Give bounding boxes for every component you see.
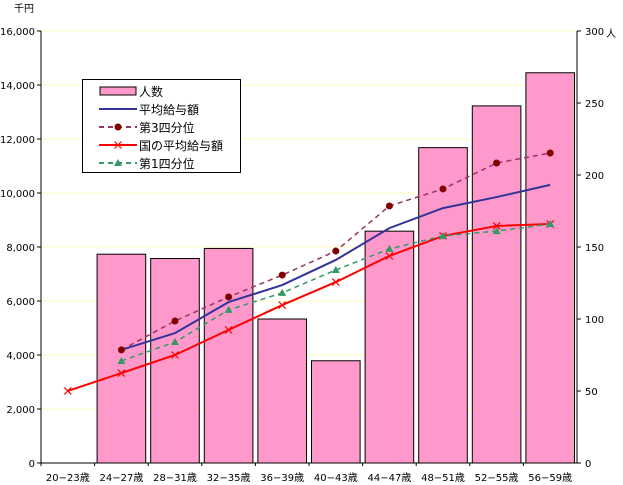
x-marker (224, 325, 233, 334)
legend-item: 第3四分位 (83, 118, 195, 136)
legend-swatch (99, 86, 137, 96)
left-tick-label: 12,000 (0, 135, 35, 146)
x-marker (492, 222, 501, 230)
triangle-marker (117, 356, 126, 364)
triangle-marker (492, 227, 501, 235)
circle-marker (114, 123, 122, 131)
left-tick-label: 2,000 (6, 405, 35, 416)
legend: 人数平均給与額第3四分位国の平均給与額 第1四分位 (82, 79, 241, 173)
x-tick-label: 36−39歳 (260, 472, 304, 484)
triangle-marker (331, 265, 340, 273)
bar (418, 147, 468, 464)
x-marker (278, 301, 287, 309)
circle-marker (278, 271, 286, 279)
triangle-marker (278, 288, 287, 296)
series-3 (117, 220, 555, 364)
legend-swatch (99, 159, 137, 166)
bar (203, 247, 254, 464)
circle-marker (332, 247, 340, 255)
series-line (67, 223, 551, 392)
bar (364, 230, 415, 464)
series-2 (63, 220, 555, 395)
x-marker (63, 386, 72, 395)
left-tick-label: 16,000 (0, 27, 35, 38)
circle-marker (117, 346, 125, 354)
right-tick-label: 150 (585, 243, 604, 254)
left-tick-label: 10,000 (0, 189, 35, 200)
x-tick-label: 20−23歳 (46, 472, 90, 484)
x-tick-label: 40−43歳 (314, 472, 358, 484)
legend-label: 第1四分位 (139, 156, 195, 171)
left-unit-label: 千円 (14, 3, 34, 15)
triangle-marker (546, 220, 555, 228)
bar (471, 105, 522, 464)
x-tick-label: 24−27歳 (99, 472, 143, 484)
x-tick-label: 32−35歳 (207, 472, 251, 484)
series-line (121, 223, 551, 362)
x-marker (114, 141, 122, 149)
x-tick-label: 48−51歳 (421, 472, 465, 484)
triangle-marker (171, 338, 179, 346)
right-tick-label: 250 (585, 99, 604, 110)
legend-item: 第1四分位 (83, 154, 195, 172)
legend-item: 平均給与額 (83, 100, 199, 118)
right-tick-label: 200 (585, 171, 604, 182)
x-tick-label: 28−31歳 (153, 472, 197, 484)
circle-marker (493, 159, 501, 167)
x-marker (117, 369, 126, 378)
left-tick-label: 4,000 (6, 351, 35, 362)
triangle-marker (224, 305, 233, 313)
right-tick-label: 100 (585, 315, 604, 326)
left-tick-label: 14,000 (0, 81, 35, 92)
triangle-marker (385, 244, 394, 252)
circle-marker (385, 202, 393, 210)
circle-marker (439, 185, 447, 193)
x-tick-label: 44−47歳 (367, 472, 411, 484)
right-unit-label: 人 (606, 28, 616, 40)
left-tick-label: 6,000 (6, 297, 35, 308)
legend-label: 平均給与額 (139, 102, 200, 117)
series-line (121, 183, 551, 351)
series-0 (121, 183, 551, 351)
bar (311, 360, 361, 464)
right-tick-label: 50 (585, 387, 598, 398)
legend-swatch (99, 108, 137, 110)
legend-label: 第3四分位 (139, 120, 195, 135)
bar (257, 318, 307, 464)
series-1 (117, 149, 554, 354)
x-marker (171, 351, 179, 359)
x-tick-label: 56−59歳 (528, 472, 572, 484)
triangle-marker (439, 231, 447, 239)
left-tick-label: 8,000 (6, 243, 35, 254)
x-marker (385, 251, 394, 260)
circle-marker (225, 293, 233, 301)
triangle-marker (114, 159, 122, 166)
circle-marker (171, 317, 179, 325)
legend-item: 人数 (83, 82, 163, 100)
legend-swatch (99, 123, 137, 131)
x-tick-label: 52−55歳 (475, 472, 519, 484)
legend-bar-swatch (99, 86, 137, 96)
legend-item: 国の平均給与額 (83, 136, 223, 154)
legend-label: 人数 (139, 84, 164, 99)
left-tick-label: 0 (29, 459, 35, 470)
legend-label: 国の平均給与額 (139, 138, 224, 153)
x-marker (331, 278, 340, 287)
right-tick-label: 300 (585, 27, 604, 38)
legend-swatch (99, 141, 137, 149)
circle-marker (546, 149, 554, 157)
right-tick-label: 0 (585, 459, 591, 470)
bar (525, 72, 576, 464)
